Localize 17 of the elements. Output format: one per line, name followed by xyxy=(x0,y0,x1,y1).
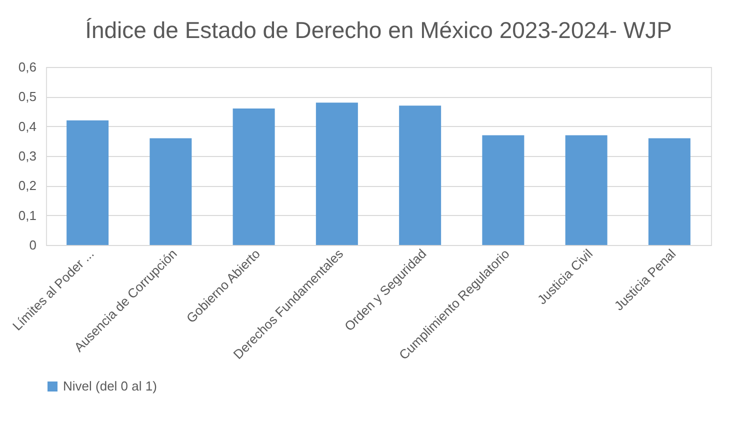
y-tick-label: 0,4 xyxy=(18,118,36,134)
chart-title: Índice de Estado de Derecho en México 2023-2024- WJP xyxy=(85,17,672,43)
bar xyxy=(648,138,690,245)
y-tick-label: 0,6 xyxy=(18,60,36,74)
y-tick-label: 0,1 xyxy=(18,208,36,223)
y-tick-label: 0,3 xyxy=(18,148,36,164)
bar xyxy=(565,135,608,245)
y-tick-label: 0,2 xyxy=(18,178,36,194)
y-tick-label: 0,5 xyxy=(18,89,36,104)
y-tick-label: 0 xyxy=(29,238,36,252)
bar xyxy=(482,135,524,245)
legend-label: Nivel (del 0 al 1) xyxy=(63,378,157,394)
bar xyxy=(66,120,109,245)
bar xyxy=(150,138,192,245)
bar xyxy=(399,106,442,245)
bar xyxy=(316,102,358,245)
bar xyxy=(232,108,275,245)
